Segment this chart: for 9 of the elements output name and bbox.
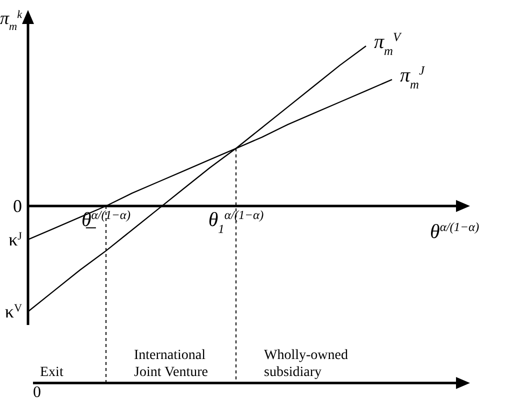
text: Exit [40,365,64,380]
text: 0 [33,384,41,398]
annotation: κ$^{J}$ [8,230,23,250]
annotation: 0 [13,196,22,216]
x-axis-title: θ$^{α/(1−α)}$ [430,220,480,243]
x-tick-label: θ̲$^{α/(1−α)}$ [81,208,131,231]
annotation: κ$^{V}$ [4,302,22,322]
text: Wholly-owned subsidiary [264,348,348,380]
text: International Joint Venture [134,348,208,380]
